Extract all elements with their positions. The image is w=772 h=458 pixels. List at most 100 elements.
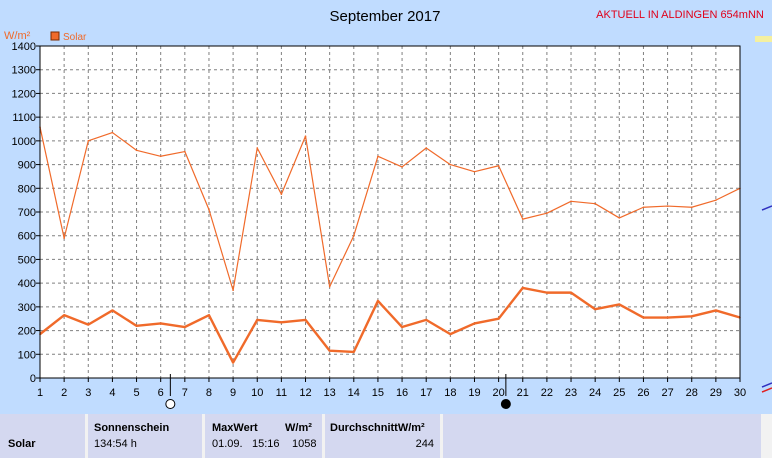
max-value: 1058 (292, 438, 317, 450)
data-point (232, 361, 234, 364)
data-point (304, 135, 307, 137)
footer-row-label-cell: Solar (0, 414, 85, 458)
x-tick-label: 11 (276, 387, 287, 399)
chart-title: September 2017 (330, 8, 441, 25)
data-point (618, 217, 621, 219)
data-point (159, 155, 162, 158)
data-point (377, 155, 379, 158)
x-tick-label: 10 (251, 387, 263, 399)
data-point (715, 309, 717, 312)
data-point (232, 289, 234, 292)
data-point (666, 316, 669, 319)
x-tick-labels: 1 2 3 4 5 6 7 8 9 10 11 12 13 14 15 16 17 18 19 20 21 22 23 24 2… (37, 387, 746, 399)
data-point (449, 163, 452, 166)
x-tick-label: 29 (710, 387, 722, 399)
data-point (135, 325, 138, 327)
max-cell: MaxWert W/m² 01.09. 15:16 1058 (205, 414, 322, 458)
x-tick-label: 13 (324, 387, 336, 399)
data-point (690, 315, 693, 318)
x-tick-label: 21 (517, 387, 529, 399)
avg-header: DurchschnittW/m² (330, 422, 425, 434)
data-point (473, 322, 476, 325)
data-point (280, 193, 283, 196)
y-tick-label: 400 (18, 278, 36, 290)
data-point (377, 300, 379, 302)
data-point (666, 205, 669, 207)
y-tick-label: 700 (18, 207, 36, 219)
x-tick-label: 4 (109, 387, 115, 399)
data-point (715, 199, 717, 201)
x-tick-label: 26 (637, 387, 649, 399)
x-tick-label: 5 (133, 387, 139, 399)
moon-phase-markers (165, 374, 511, 409)
data-point (304, 319, 307, 321)
max-date: 01.09. (212, 438, 243, 450)
x-tick-label: 8 (206, 387, 212, 399)
data-point (618, 303, 621, 306)
x-tick-label: 23 (565, 387, 577, 399)
data-point (570, 200, 572, 203)
x-tick-label: 7 (182, 387, 188, 399)
sunshine-header: Sonnenschein (94, 422, 170, 434)
avg-cell: DurchschnittW/m² 244 (325, 414, 440, 458)
y-tick-label: 600 (18, 231, 36, 243)
right-edge-tick (761, 387, 772, 393)
new-moon-icon (500, 399, 511, 409)
data-point (425, 147, 428, 149)
plot-frame (39, 45, 741, 379)
series-layer (39, 126, 741, 364)
sunshine-cell: Sonnenschein 134:54 h (88, 414, 202, 458)
x-tick-label: 1 (37, 387, 43, 399)
data-point (63, 314, 65, 316)
y-tick-labels: 0 100 200 300 400 500 600 700 800 900 1000 1100 1200… (12, 41, 36, 385)
max-header: MaxWert (212, 422, 258, 434)
x-tick-label: 3 (85, 387, 91, 399)
x-tick-label: 24 (589, 387, 601, 399)
legend-swatch (50, 31, 60, 41)
data-point (135, 149, 138, 152)
data-point (328, 285, 331, 288)
x-tick-label: 15 (372, 387, 384, 399)
x-tick-label: 30 (734, 387, 746, 399)
y-tick-label: 1300 (12, 65, 36, 77)
data-point (521, 218, 524, 220)
data-point (473, 170, 476, 173)
x-tick-label: 20 (492, 387, 504, 399)
data-point (690, 206, 693, 209)
footer-empty-cell (443, 414, 761, 458)
footer-row-label: Solar (8, 438, 36, 450)
avg-value: 244 (415, 438, 434, 450)
series-line-mean (39, 286, 741, 364)
data-point (546, 291, 548, 294)
data-point (594, 308, 596, 311)
right-edge-tick (761, 205, 772, 211)
data-point (63, 237, 65, 239)
data-point (401, 326, 403, 328)
right-edge-tick (761, 382, 772, 388)
data-point (184, 326, 186, 328)
data-point (87, 140, 90, 142)
y-tick-label: 1100 (12, 112, 36, 124)
x-tick-label: 12 (299, 387, 311, 399)
x-tick-label: 9 (230, 387, 236, 399)
data-point (87, 323, 90, 326)
x-tick-label: 27 (661, 387, 673, 399)
x-tick-label: 18 (444, 387, 456, 399)
data-point (256, 147, 259, 149)
y-tick-label: 1400 (12, 41, 36, 53)
data-point (352, 351, 355, 353)
x-tick-label: 19 (468, 387, 480, 399)
data-point (111, 309, 114, 312)
data-point (280, 321, 283, 324)
legend-label: Solar (63, 32, 87, 43)
x-tick-label: 16 (396, 387, 408, 399)
data-point (497, 164, 500, 167)
data-point (521, 287, 524, 289)
data-point (642, 206, 645, 209)
x-tick-label: 2 (61, 387, 67, 399)
x-tick-label: 17 (420, 387, 432, 399)
grid-layer (36, 45, 741, 382)
data-point (642, 316, 645, 319)
max-time: 15:16 (252, 438, 280, 450)
y-tick-label: 800 (18, 183, 36, 195)
